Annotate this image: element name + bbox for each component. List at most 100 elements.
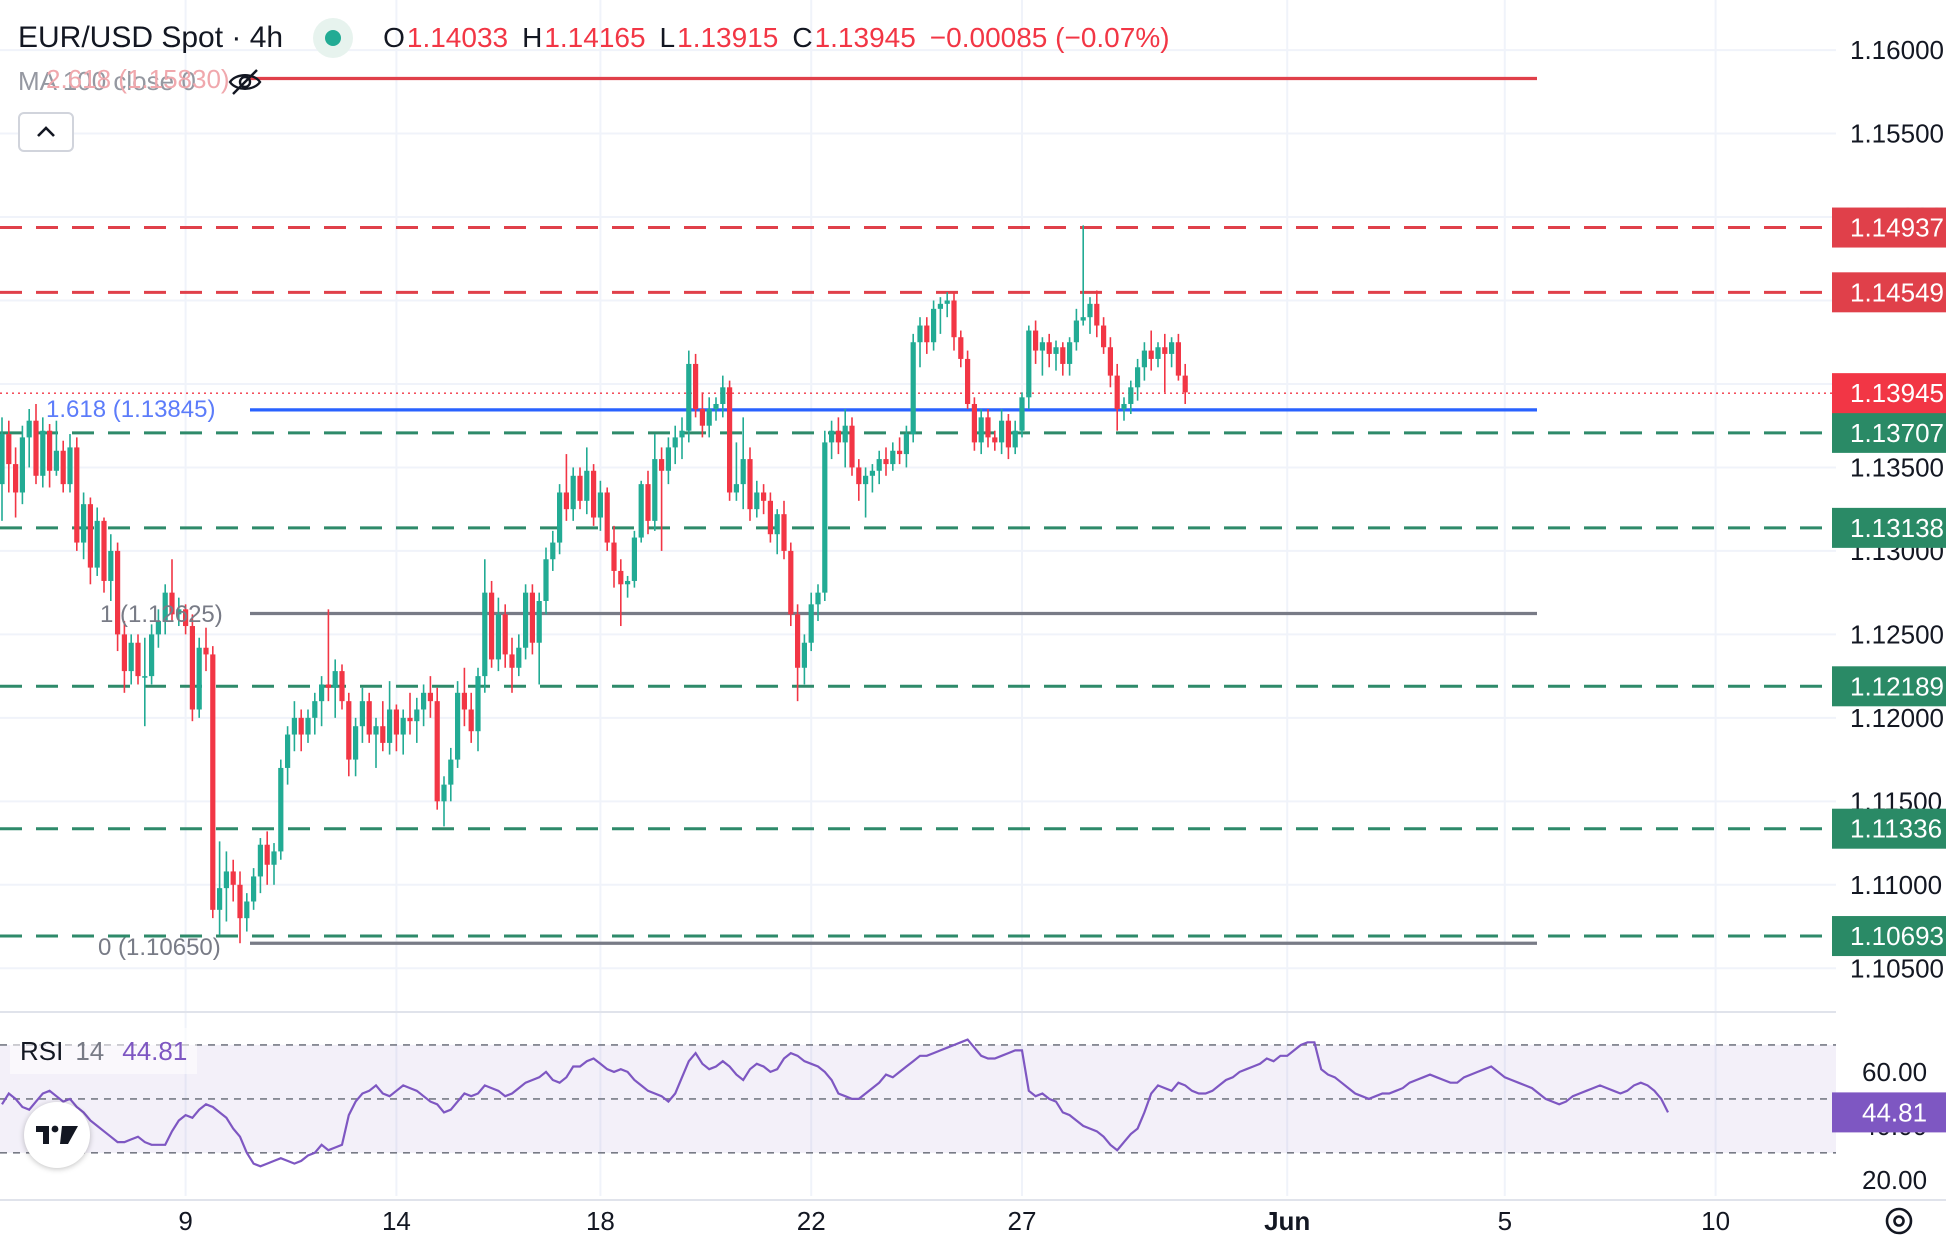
candle-body: [767, 500, 773, 535]
candle-body: [856, 467, 862, 485]
fib-1-label: 1 (1.12625): [100, 601, 223, 628]
candle: [944, 292, 950, 318]
candle: [1046, 333, 1052, 368]
candle-body: [1087, 303, 1093, 318]
candle-body: [951, 300, 957, 338]
candle-body: [645, 484, 651, 521]
candle: [835, 417, 841, 455]
candle-body: [1182, 375, 1188, 393]
candle: [237, 871, 243, 944]
rsi-value: 44.81: [122, 1035, 188, 1066]
candle: [774, 509, 780, 555]
eye-hidden-icon[interactable]: [228, 68, 262, 101]
candle: [761, 484, 767, 515]
candle: [536, 592, 542, 685]
open-value: 1.14033: [406, 22, 509, 53]
candle: [1005, 414, 1011, 460]
candle: [217, 841, 223, 935]
candle: [47, 424, 53, 488]
candle-body: [1033, 330, 1039, 351]
candle: [740, 417, 746, 510]
candle-body: [339, 671, 345, 702]
candle: [903, 425, 909, 468]
candle: [1135, 358, 1141, 401]
candle-body: [6, 434, 12, 465]
fib-0-label: 0 (1.10650): [98, 934, 221, 961]
x-tick-label: 27: [1008, 1206, 1037, 1236]
candle-body: [761, 492, 767, 501]
x-tick-label: 18: [586, 1206, 615, 1236]
candle: [26, 409, 32, 468]
candle: [121, 621, 127, 693]
candle-body: [47, 430, 53, 471]
candle-body: [876, 459, 882, 471]
candle: [992, 430, 998, 451]
candle-body: [733, 484, 739, 493]
collapse-legend-button[interactable]: [18, 112, 74, 152]
candle-body: [693, 363, 699, 410]
candle: [414, 697, 420, 743]
candle-body: [822, 442, 828, 593]
candle: [94, 507, 100, 576]
candle: [869, 464, 875, 493]
candle: [0, 417, 5, 521]
candle: [625, 575, 631, 598]
candle-body: [135, 642, 141, 677]
candle: [115, 542, 121, 652]
candle: [543, 547, 549, 615]
candle: [652, 434, 658, 531]
level-tag-1.12189: 1.12189: [1850, 671, 1944, 701]
rsi-y-tick: 20.00: [1862, 1165, 1927, 1195]
candle-body: [679, 430, 685, 438]
gear-icon[interactable]: [1882, 1204, 1916, 1243]
candle-body: [509, 654, 515, 668]
candle-body: [13, 464, 19, 493]
candle-body: [353, 726, 359, 760]
candle-body: [305, 717, 311, 735]
candle-body: [1019, 397, 1025, 431]
tradingview-logo-icon[interactable]: [24, 1102, 90, 1168]
candle: [455, 681, 461, 768]
high-value: 1.14165: [544, 22, 646, 53]
candle-body: [795, 614, 801, 668]
candle-body: [740, 459, 746, 485]
candle: [6, 420, 12, 493]
candle-body: [407, 717, 413, 722]
candle-body: [713, 404, 719, 410]
candle-body: [502, 614, 508, 655]
candle-body: [999, 420, 1005, 443]
candle: [910, 333, 916, 443]
candle: [1073, 308, 1079, 351]
candle-body: [495, 614, 501, 660]
candle: [801, 634, 807, 685]
candle-body: [754, 492, 760, 510]
candle: [917, 317, 923, 368]
ma-legend[interactable]: MA 100 close 0 2.618 (1.15830): [18, 64, 230, 97]
price-axis: 1.160001.155001.150001.145001.140001.135…: [1832, 35, 1946, 1195]
rsi-legend[interactable]: RSI 14 44.81: [10, 1028, 198, 1074]
change-value: −0.00085 (−0.07%): [929, 22, 1170, 53]
candle: [81, 492, 87, 560]
candle: [366, 692, 372, 743]
symbol-title[interactable]: EUR/USD Spot · 4h: [18, 21, 284, 54]
candle: [169, 559, 175, 622]
candle: [822, 430, 828, 601]
candle-body: [1012, 430, 1018, 448]
candle: [285, 726, 291, 785]
candle: [720, 375, 726, 418]
candle: [251, 868, 257, 910]
candle: [149, 624, 155, 685]
candle: [482, 559, 488, 693]
open-label: O: [383, 22, 405, 53]
candle-body: [638, 484, 644, 538]
fib-top-label: 2.618 (1.15830): [46, 64, 230, 94]
y-tick-label: 1.10500: [1850, 953, 1944, 983]
candle: [189, 614, 195, 722]
candle-body: [829, 430, 835, 443]
candle: [815, 584, 821, 622]
y-tick-label: 1.11000: [1850, 870, 1942, 900]
rsi-line: [1, 1038, 1669, 1168]
candle: [19, 425, 25, 505]
candle: [223, 851, 229, 922]
